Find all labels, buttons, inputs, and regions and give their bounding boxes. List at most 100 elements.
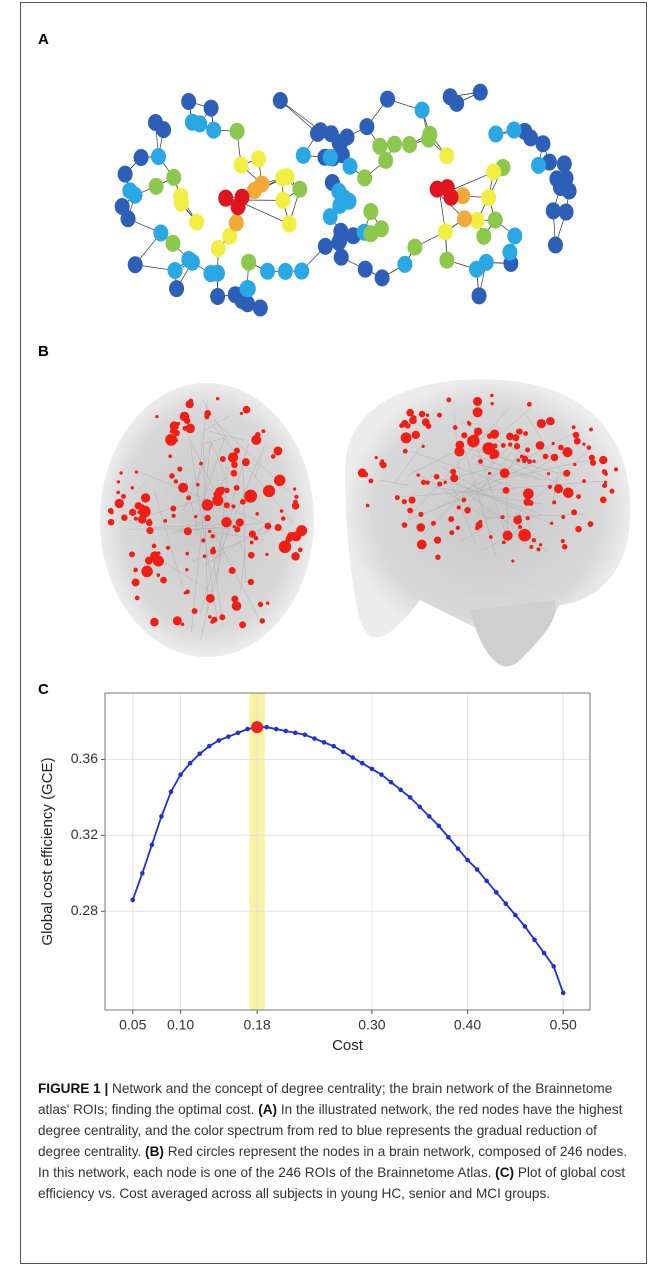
brain-node <box>446 397 452 403</box>
brain-node <box>547 484 553 489</box>
x-axis-label: Cost <box>332 1037 364 1054</box>
brain-node <box>406 408 414 417</box>
brain-node <box>273 446 283 456</box>
brain-edge <box>202 519 274 567</box>
node <box>189 213 205 231</box>
brain-node <box>418 511 424 517</box>
node <box>275 169 291 187</box>
brain-node <box>169 421 179 431</box>
y-tick-label: 0.28 <box>71 902 98 918</box>
brain-node <box>523 431 529 436</box>
brain-node <box>173 479 179 484</box>
caption-text: In the illustrated network, the red node… <box>38 1102 623 1159</box>
brain-node <box>231 461 238 469</box>
brain-node <box>433 473 440 480</box>
node <box>545 202 561 220</box>
brain-node <box>374 456 378 460</box>
brain-node <box>609 488 615 494</box>
brain-node <box>490 401 494 406</box>
brain-node <box>528 500 534 506</box>
brain-node <box>522 488 534 500</box>
point <box>197 751 203 757</box>
brain-node <box>107 518 115 526</box>
brain-node <box>219 615 224 619</box>
brain-node <box>502 487 510 494</box>
brain-node <box>146 527 154 535</box>
y-axis-label: Global cost efficiency (GCE) <box>39 757 56 945</box>
brain-node <box>233 484 240 491</box>
brain-node <box>400 432 412 444</box>
caption-bold: FIGURE 1 | <box>38 1081 109 1096</box>
x-tick-label: 0.40 <box>454 1017 481 1033</box>
node <box>173 194 189 212</box>
node <box>166 168 182 186</box>
brain-node <box>407 507 414 514</box>
brain-node <box>532 459 536 463</box>
brain-node <box>239 411 243 416</box>
point <box>340 749 346 755</box>
brain-edge <box>529 457 554 474</box>
brain-node <box>224 487 230 494</box>
brain-edge <box>185 480 198 533</box>
caption-text: Network and the concept of degree centra… <box>38 1081 613 1117</box>
node <box>294 262 310 280</box>
brain-node <box>470 434 479 442</box>
brain-node <box>582 442 586 446</box>
brain-node <box>464 506 471 514</box>
node <box>281 215 297 233</box>
brain-node <box>163 519 168 523</box>
node <box>147 113 163 131</box>
figure-caption: FIGURE 1 | Network and the concept of de… <box>38 1078 636 1204</box>
brain-node <box>249 554 253 559</box>
brain-node <box>546 417 554 425</box>
brain-node <box>155 414 159 419</box>
point <box>436 823 442 829</box>
brain-node <box>461 497 467 503</box>
brain-node <box>270 454 276 459</box>
point <box>321 740 327 745</box>
brain-node <box>180 622 185 627</box>
brain-node <box>526 401 532 407</box>
panel-label: C <box>38 681 49 698</box>
brain-node <box>150 617 159 627</box>
brainstem <box>470 600 556 667</box>
brain-node <box>478 458 483 464</box>
brain-node <box>169 473 175 479</box>
brain-node <box>576 494 581 500</box>
node <box>472 83 488 101</box>
node <box>478 253 494 271</box>
brain-node <box>287 531 296 541</box>
brain-node <box>604 480 608 484</box>
caption-bold: (A) <box>258 1102 278 1117</box>
brain-node <box>107 507 114 514</box>
node <box>241 253 257 271</box>
brain-node <box>207 615 212 619</box>
brain-edge <box>200 510 233 640</box>
brain-node <box>410 415 417 422</box>
brain-node <box>259 618 266 624</box>
brain-node <box>141 565 153 578</box>
brain-edge <box>183 426 245 553</box>
brain-node <box>365 503 370 508</box>
brain-node <box>531 538 536 543</box>
node <box>230 198 246 216</box>
point <box>560 990 566 996</box>
brain-node <box>500 443 506 448</box>
node <box>133 148 149 166</box>
brain-node <box>212 494 224 507</box>
brain-node <box>418 410 426 418</box>
node <box>414 101 430 119</box>
point <box>379 772 384 777</box>
node <box>531 156 547 174</box>
brain-edge <box>460 435 496 555</box>
brain-node <box>589 459 597 466</box>
brain-edge <box>459 421 531 458</box>
brain-node <box>518 528 531 542</box>
brain-sagittal <box>345 379 631 644</box>
brain-edge <box>408 408 510 518</box>
brain-edge <box>407 428 502 476</box>
brain-edge <box>214 420 299 501</box>
node <box>507 227 523 245</box>
brain-edge <box>201 399 229 442</box>
brain-node <box>215 487 225 497</box>
